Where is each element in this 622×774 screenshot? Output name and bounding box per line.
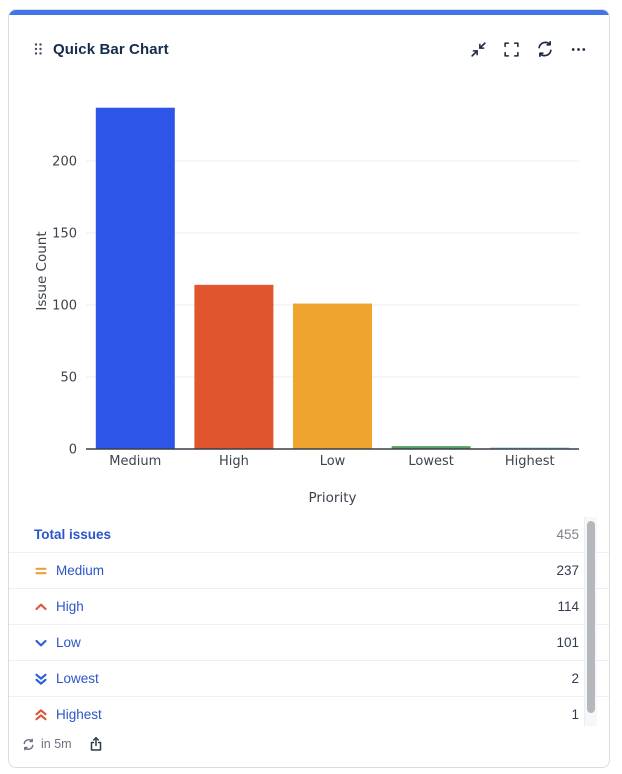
y-axis-title: Issue Count	[34, 231, 50, 310]
refresh-icon[interactable]	[532, 36, 558, 62]
priority-stats-table: Total issues 455 Medium 237 High 114 Low 101 Low…	[9, 517, 609, 732]
x-tick-label: Highest	[505, 454, 555, 469]
bar-medium[interactable]	[95, 107, 175, 449]
fullscreen-icon[interactable]	[499, 37, 524, 62]
issue-count-value: 455	[556, 527, 579, 542]
issue-count-value: 114	[557, 599, 579, 614]
issue-count-value: 2	[571, 671, 579, 686]
table-row: Lowest 2	[9, 661, 609, 697]
refresh-countdown-text: in 5m	[41, 737, 72, 751]
priority-highest-icon	[34, 708, 48, 722]
table-row: Highest 1	[9, 697, 609, 732]
share-icon[interactable]	[86, 734, 106, 754]
gadget-accent-bar	[9, 10, 609, 15]
more-options-icon[interactable]	[566, 37, 591, 62]
total-issues-row: Total issues 455	[9, 517, 609, 553]
header-actions	[466, 36, 591, 62]
issue-count-value: 1	[571, 707, 579, 722]
priority-link[interactable]: Medium	[56, 563, 105, 578]
total-issues-link[interactable]: Total issues	[34, 527, 112, 542]
priority-medium-icon	[34, 564, 48, 578]
gadget-card: Quick Bar Chart	[8, 9, 610, 768]
x-tick-label: High	[219, 454, 249, 469]
y-tick-label: 100	[52, 299, 77, 314]
table-scrollbar[interactable]	[584, 517, 597, 726]
refresh-countdown-icon	[22, 738, 35, 751]
table-row: High 114	[9, 589, 609, 625]
x-tick-label: Medium	[109, 454, 161, 469]
issue-count-value: 101	[556, 635, 579, 650]
y-tick-label: 0	[69, 443, 77, 458]
gadget-title: Quick Bar Chart	[53, 40, 169, 58]
minimize-icon[interactable]	[466, 37, 491, 62]
priority-link[interactable]: Lowest	[56, 671, 99, 686]
priority-link[interactable]: Low	[56, 635, 81, 650]
y-tick-label: 50	[60, 371, 77, 386]
x-tick-label: Low	[320, 454, 346, 469]
priority-link[interactable]: Highest	[56, 707, 102, 722]
priority-lowest-icon	[34, 672, 48, 686]
bar-high[interactable]	[194, 284, 274, 449]
table-row: Medium 237	[9, 553, 609, 589]
x-axis-title: Priority	[308, 490, 356, 506]
priority-link[interactable]: High	[56, 599, 84, 614]
issue-count-value: 237	[556, 563, 579, 578]
y-tick-label: 150	[52, 227, 77, 242]
y-tick-label: 200	[52, 155, 77, 170]
bar-lowest[interactable]	[391, 446, 471, 449]
priority-low-icon	[34, 636, 48, 650]
x-tick-label: Lowest	[408, 454, 453, 469]
bar-highest[interactable]	[490, 447, 570, 449]
drag-handle-icon[interactable]	[33, 41, 43, 57]
gadget-header: Quick Bar Chart	[33, 34, 591, 64]
bar-low[interactable]	[293, 303, 372, 449]
priority-high-icon	[34, 600, 48, 614]
scrollbar-thumb[interactable]	[587, 521, 595, 713]
gadget-footer: in 5m	[22, 734, 106, 754]
table-row: Low 101	[9, 625, 609, 661]
bar-chart[interactable]: 0 50 100 150 200 Medium High Low Lowest Highest Is…	[9, 10, 609, 515]
